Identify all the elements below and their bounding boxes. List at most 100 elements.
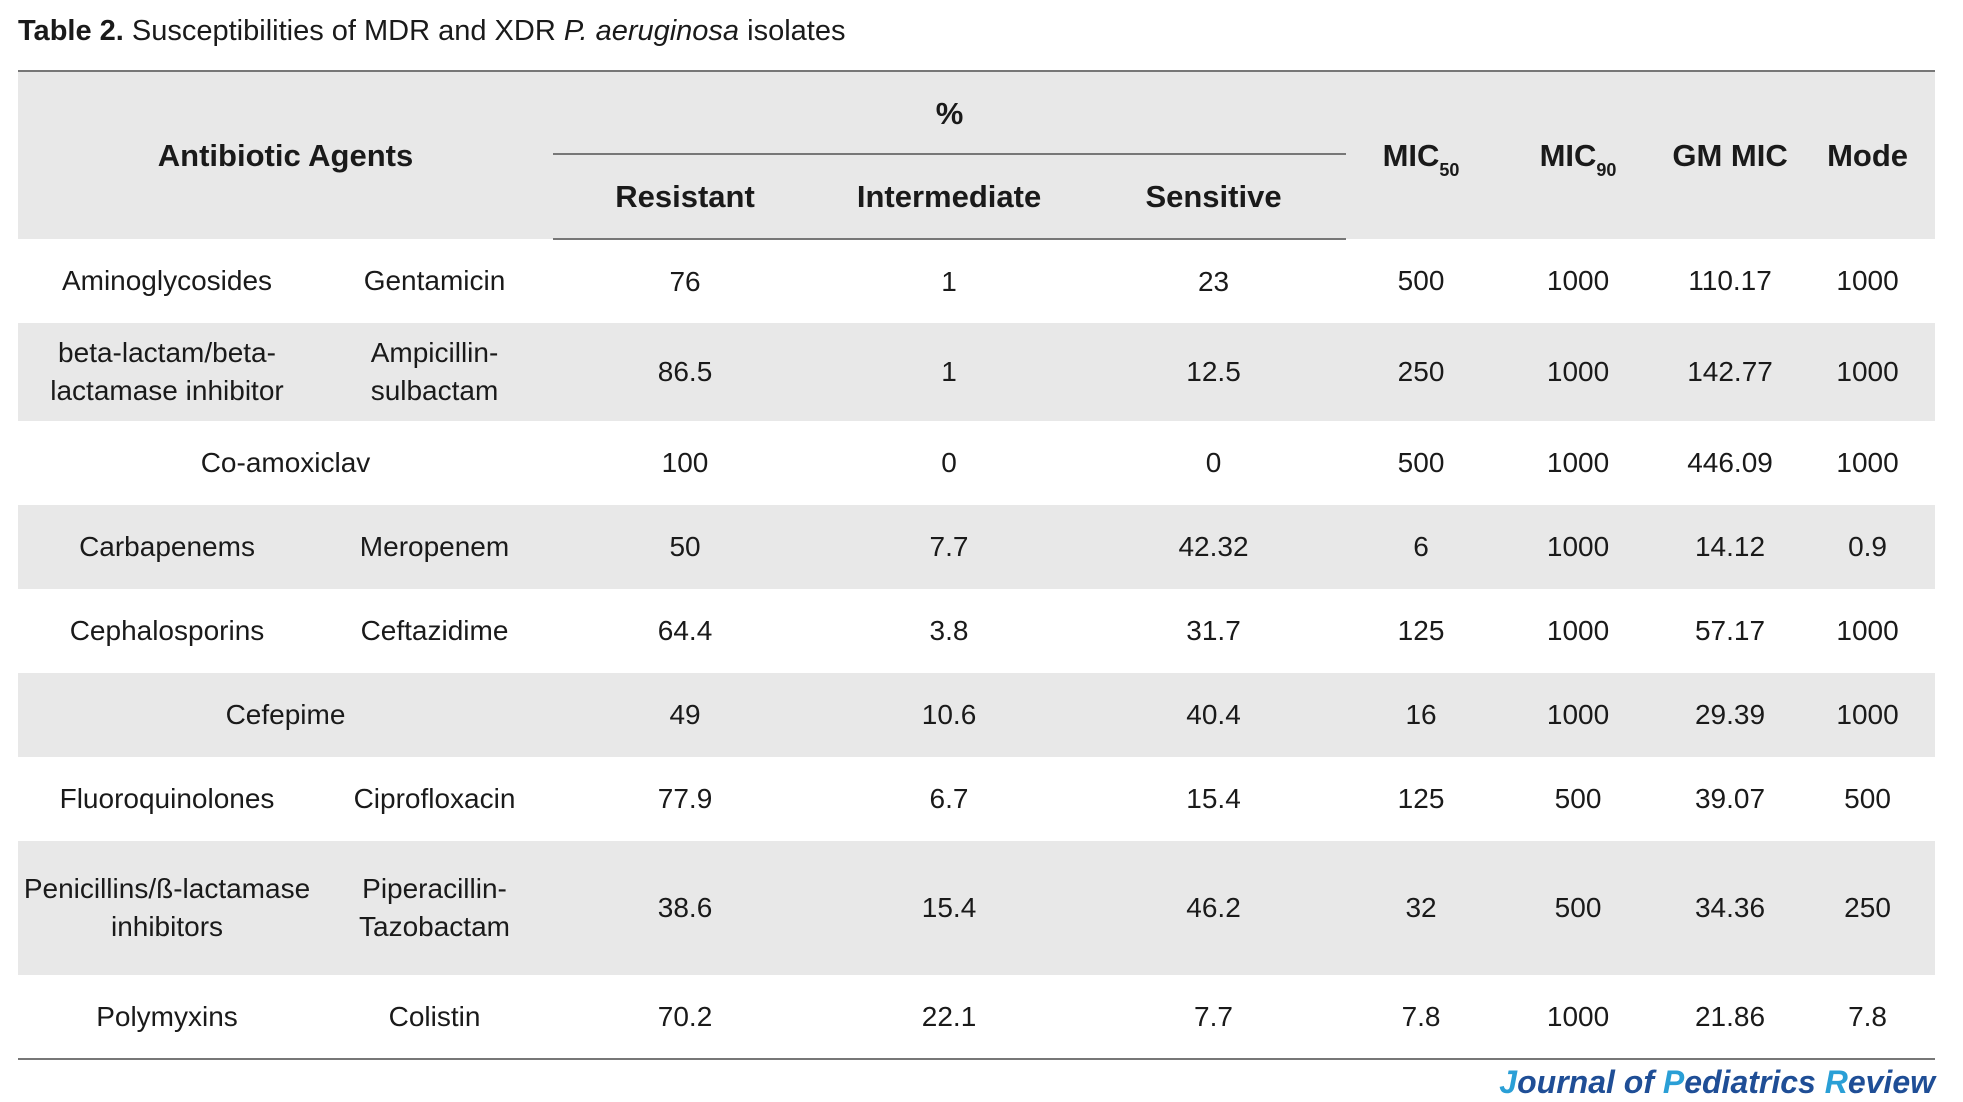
table-row: Carbapenems Meropenem 50 7.7 42.32 6 100…	[18, 505, 1936, 589]
cell-mic90: 1000	[1546, 447, 1610, 478]
cell-agent: Gentamicin	[363, 265, 506, 296]
cell-class: Cephalosporins	[69, 615, 265, 646]
cell-intermediate: 22.1	[921, 1000, 977, 1032]
cell-gm-mic: 29.39	[1694, 699, 1766, 730]
cell-mic50: 250	[1397, 356, 1445, 387]
journal-word-review: eview	[1847, 1064, 1935, 1100]
table-row: Cefepime 49 10.6 40.4 16 1000 29.39 1000	[18, 673, 1936, 757]
cell-mic50: 16	[1405, 699, 1437, 730]
cell-class: Fluoroquinolones	[59, 783, 275, 814]
cell-resistant: 77.9	[657, 783, 713, 814]
header-intermediate: Intermediate	[817, 155, 1082, 240]
header-percent: %	[553, 71, 1347, 155]
table-row: Penicillins/ß-lactamase inhibitors Piper…	[18, 841, 1936, 975]
cell-resistant: 76	[669, 265, 701, 297]
cell-intermediate: 0	[941, 447, 957, 478]
cell-class: Polymyxins	[96, 1000, 238, 1032]
susceptibility-table: Antibiotic Agents % MIC50 MIC90 GM MIC M…	[18, 70, 1936, 1060]
header-mic90-label: MIC	[1539, 137, 1597, 173]
cell-mic90: 1000	[1546, 265, 1610, 296]
cell-mic90: 1000	[1546, 356, 1610, 387]
cell-mode: 0.9	[1848, 531, 1887, 562]
cell-intermediate: 6.7	[929, 783, 969, 814]
cell-resistant: 86.5	[657, 356, 713, 387]
journal-name: Journal of Pediatrics Review	[1499, 1062, 1935, 1102]
cell-gm-mic: 39.07	[1694, 783, 1766, 814]
cell-agent: Ceftazidime	[360, 615, 509, 646]
header-antibiotic-agents: Antibiotic Agents	[157, 137, 414, 173]
cell-resistant: 50	[669, 531, 701, 562]
header-percent-divider	[553, 153, 1347, 155]
header-mic90-sub: 90	[1596, 159, 1617, 180]
cell-mic50: 500	[1397, 447, 1445, 478]
journal-initial-p: P	[1662, 1064, 1685, 1100]
header-sensitive: Sensitive	[1081, 155, 1347, 240]
header-gm-mic: GM MIC	[1672, 137, 1788, 173]
cell-intermediate: 15.4	[921, 892, 977, 923]
cell-agent: Ciprofloxacin	[353, 783, 516, 814]
cell-gm-mic: 446.09	[1687, 447, 1773, 478]
table-row: Polymyxins Colistin 70.2 22.1 7.7 7.8 10…	[18, 975, 1935, 1059]
header-mode: Mode	[1827, 137, 1908, 173]
cell-gm-mic: 14.12	[1694, 531, 1766, 562]
header-mic50: MIC50	[1346, 71, 1496, 239]
table-body: Aminoglycosides Gentamicin 76 1 23 500 1…	[18, 239, 1936, 1059]
cell-mode: 1000	[1836, 265, 1899, 296]
cell-mic50: 32	[1405, 892, 1437, 923]
cell-mode: 1000	[1836, 356, 1899, 387]
cell-mode: 1000	[1836, 699, 1899, 730]
cell-sensitive: 46.2	[1186, 892, 1241, 923]
cell-mic50: 125	[1397, 783, 1445, 814]
cell-resistant: 100	[661, 447, 709, 478]
header-resistant: Resistant	[553, 155, 818, 240]
header-mic50-sub: 50	[1439, 159, 1460, 180]
cell-gm-mic: 21.86	[1694, 1000, 1766, 1032]
cell-class: Carbapenems	[79, 531, 255, 562]
cell-gm-mic: 142.77	[1687, 356, 1773, 387]
cell-agent-merged: Co-amoxiclav	[200, 447, 371, 478]
cell-sensitive: 31.7	[1186, 615, 1241, 646]
table-row: Aminoglycosides Gentamicin 76 1 23 500 1…	[18, 239, 1935, 323]
cell-sensitive: 12.5	[1186, 356, 1241, 387]
cell-class: Aminoglycosides	[61, 265, 273, 296]
cell-resistant: 49	[669, 699, 701, 730]
cell-gm-mic: 57.17	[1694, 615, 1766, 646]
cell-gm-mic: 34.36	[1694, 892, 1766, 923]
cell-resistant: 64.4	[657, 615, 713, 646]
cell-agent: Colistin	[388, 1000, 481, 1032]
journal-initial-r: R	[1824, 1064, 1848, 1100]
cell-intermediate: 1	[941, 356, 957, 387]
cell-sensitive: 0	[1205, 447, 1222, 478]
cell-gm-mic: 110.17	[1688, 265, 1772, 296]
cell-mic90: 1000	[1546, 531, 1610, 562]
cell-sensitive: 40.4	[1186, 699, 1241, 730]
caption-text-end: isolates	[739, 15, 846, 47]
cell-agent: Piperacillin-Tazobactam	[359, 873, 510, 942]
header-mic90: MIC90	[1496, 71, 1660, 239]
cell-mic50: 6	[1413, 531, 1429, 562]
cell-intermediate: 10.6	[921, 699, 977, 730]
cell-mic50: 500	[1397, 265, 1445, 296]
cell-agent: Meropenem	[359, 531, 510, 562]
cell-mic90: 1000	[1546, 699, 1610, 730]
journal-initial-j: J	[1499, 1064, 1518, 1100]
header-mic50-label: MIC	[1382, 137, 1440, 173]
cell-mic50: 125	[1397, 615, 1445, 646]
header-percent-label: %	[935, 95, 964, 131]
header-row-top: Antibiotic Agents % MIC50 MIC90 GM MIC M…	[18, 71, 1936, 179]
cell-agent: Ampicillin-sulbactam	[370, 337, 499, 406]
cell-mic90: 500	[1554, 892, 1602, 923]
cell-sensitive: 7.7	[1194, 1000, 1233, 1032]
cell-mic90: 1000	[1546, 615, 1610, 646]
cell-sensitive: 15.4	[1186, 783, 1241, 814]
cell-class: Penicillins/ß-lactamase inhibitors	[23, 873, 311, 942]
cell-mic90: 500	[1554, 783, 1602, 814]
cell-sensitive: 42.32	[1178, 531, 1249, 562]
caption-species: P. aeruginosa	[563, 15, 740, 47]
journal-word-journal: ournal of	[1517, 1064, 1663, 1100]
cell-mode: 250	[1844, 892, 1891, 923]
cell-mic90: 1000	[1546, 1000, 1610, 1032]
cell-mode: 1000	[1836, 615, 1899, 646]
cell-mode: 500	[1844, 783, 1891, 814]
caption-label: Table 2.	[18, 15, 124, 47]
